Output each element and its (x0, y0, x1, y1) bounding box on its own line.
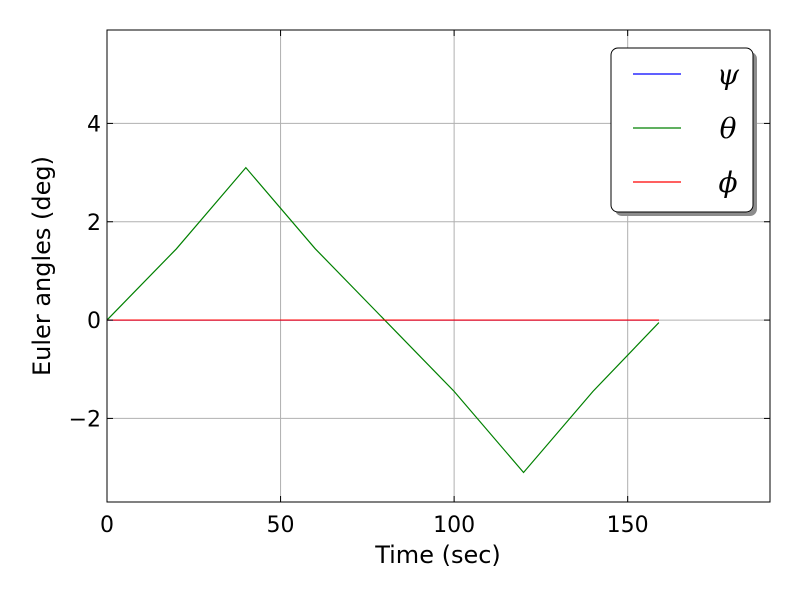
x-tick-label: 150 (607, 513, 649, 538)
y-tick-label: 2 (87, 211, 101, 236)
legend-box (610, 47, 754, 213)
legend-items: ψθϕ (633, 58, 740, 199)
y-tick-label: 4 (87, 112, 101, 137)
x-axis-label: Time (sec) (374, 541, 501, 569)
plot-frame (106, 29, 771, 503)
x-tick-label: 100 (433, 513, 475, 538)
y-tick-label: −2 (69, 407, 101, 432)
legend: ψθϕ (610, 47, 757, 216)
y-axis-label: Euler angles (deg) (28, 156, 56, 376)
legend-label: ϕ (718, 166, 737, 199)
x-tick-label: 50 (267, 513, 295, 538)
legend-label: θ (720, 112, 737, 145)
ticks: 0 50 100 150 −2 0 2 4 (69, 30, 770, 538)
y-tick-label: 0 (87, 309, 101, 334)
x-tick-label: 0 (100, 513, 114, 538)
legend-label: ψ (717, 58, 740, 91)
series-lines (106, 166, 660, 474)
